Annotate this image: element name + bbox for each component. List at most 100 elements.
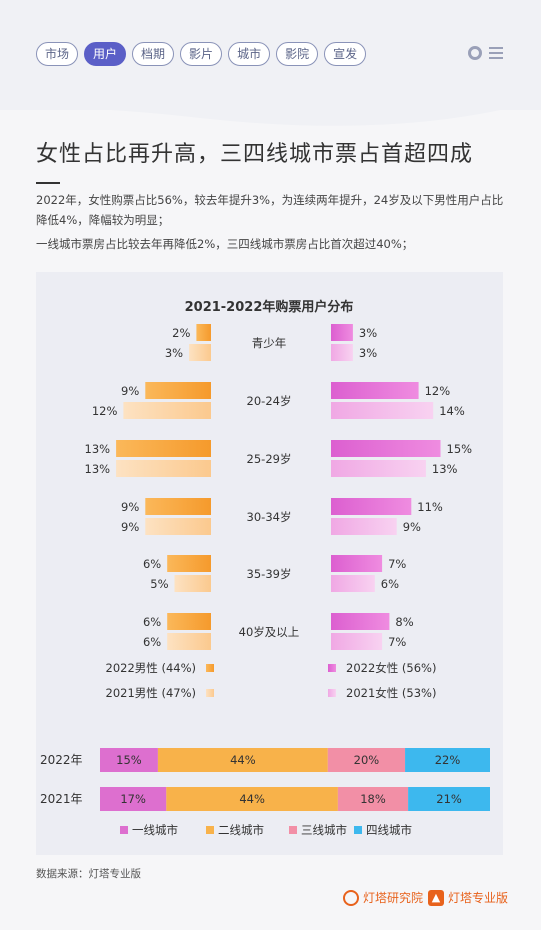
bar-value-label: 3% [359, 346, 377, 360]
bar-female [331, 518, 397, 535]
brand-pro-label: 灯塔专业版 [448, 891, 509, 905]
legend-label: 2022女性 (56%) [346, 661, 436, 675]
segment-一线城市 [100, 787, 167, 811]
tab-2[interactable]: 档期 [132, 42, 175, 66]
bar-male [167, 633, 211, 650]
tab-0[interactable]: 市场 [36, 42, 79, 66]
age-group-label: 35-39岁 [247, 567, 292, 581]
bar-value-label: 11% [417, 500, 443, 514]
segment-二线城市 [166, 787, 338, 811]
summary-paragraph-gender: 2022年，女性购票占比56%，较去年提升3%，为连续两年提升，24岁及以下男性… [36, 193, 504, 227]
legend-swatch [328, 689, 336, 697]
bar-female [331, 613, 390, 630]
tab-3[interactable]: 影片 [180, 42, 223, 66]
segment-value-label: 21% [436, 792, 462, 806]
bar-value-label: 6% [381, 577, 399, 591]
segment-四线城市 [405, 748, 490, 772]
bar-value-label: 12% [92, 404, 118, 418]
tab-1[interactable]: 用户 [84, 42, 127, 66]
bar-female [331, 460, 426, 477]
lighthouse-research-icon [343, 889, 359, 906]
bar-female [331, 402, 434, 419]
bar-value-label: 9% [403, 520, 421, 534]
bar-male [116, 460, 211, 477]
bar-value-label: 7% [388, 635, 406, 649]
bar-male [196, 324, 211, 341]
bar-value-label: 9% [121, 520, 139, 534]
bar-male [167, 555, 211, 572]
bar-female [331, 575, 375, 592]
chart-svg: 2021-2022年购票用户分布青少年2%3%3%3%20-24岁9%12%12… [40, 299, 490, 837]
age-group-label: 40岁及以上 [239, 625, 300, 639]
segment-value-label: 17% [120, 792, 146, 806]
year-label: 2022年 [40, 753, 83, 767]
legend-swatch [328, 664, 336, 672]
bar-male [167, 613, 211, 630]
tab-6[interactable]: 宣发 [324, 42, 367, 66]
segment-三线城市 [337, 787, 409, 811]
segment-三线城市 [327, 748, 406, 772]
legend-label: 2022男性 (44%) [106, 661, 196, 675]
bar-value-label: 7% [388, 557, 406, 571]
legend-swatch [120, 826, 128, 834]
age-group-label: 25-29岁 [247, 452, 292, 466]
segment-四线城市 [408, 787, 490, 811]
bar-male [123, 402, 211, 419]
brand-pro: ▲ 灯塔专业版 [428, 889, 508, 906]
menu-icon[interactable] [489, 47, 503, 59]
header-curve [0, 80, 541, 126]
bar-value-label: 12% [425, 384, 451, 398]
bar-value-label: 9% [121, 384, 139, 398]
legend-label: 2021女性 (53%) [346, 686, 436, 700]
bar-value-label: 3% [359, 326, 377, 340]
summary-paragraph-city: 一线城市票房占比较去年再降低2%，三四线城市票房占比首次超过40%； [36, 237, 414, 251]
bar-male [145, 518, 211, 535]
bar-value-label: 3% [165, 346, 183, 360]
segment-一线城市 [100, 748, 158, 772]
lighthouse-pro-icon: ▲ [428, 889, 444, 906]
bar-value-label: 6% [143, 635, 161, 649]
bar-value-label: 2% [172, 326, 190, 340]
bar-male [145, 498, 211, 515]
brand-research-label: 灯塔研究院 [363, 891, 424, 905]
category-nav: 市场 用户 档期 影片 城市 影院 宣发 [36, 42, 367, 66]
legend-label: 三线城市 [301, 823, 347, 837]
bar-male [189, 344, 211, 361]
bar-value-label: 14% [439, 404, 465, 418]
legend-swatch [206, 826, 214, 834]
segment-value-label: 15% [116, 753, 142, 767]
segment-二线城市 [157, 748, 328, 772]
age-group-label: 30-34岁 [247, 510, 292, 524]
brand-research: 灯塔研究院 [343, 889, 423, 906]
segment-value-label: 44% [230, 753, 256, 767]
bar-value-label: 6% [143, 615, 161, 629]
bar-female [331, 555, 383, 572]
segment-value-label: 22% [435, 753, 461, 767]
segment-value-label: 18% [360, 792, 386, 806]
legend-label: 2021男性 (47%) [106, 686, 196, 700]
bar-value-label: 13% [85, 442, 111, 456]
bar-value-label: 8% [395, 615, 413, 629]
legend-label: 四线城市 [366, 823, 412, 837]
bar-female [331, 344, 353, 361]
legend-label: 一线城市 [132, 823, 178, 837]
tab-5[interactable]: 影院 [276, 42, 319, 66]
bar-value-label: 13% [432, 462, 458, 476]
bar-value-label: 13% [85, 462, 111, 476]
page-title: 女性占比再升高，三四线城市票占首超四成 [36, 142, 474, 167]
age-group-label: 青少年 [252, 336, 287, 350]
legend-swatch [289, 826, 297, 834]
legend-label: 二线城市 [218, 823, 264, 837]
bar-female [331, 498, 412, 515]
bar-value-label: 9% [121, 500, 139, 514]
year-label: 2021年 [40, 792, 83, 806]
bar-female [331, 440, 441, 457]
butterfly-title: 2021-2022年购票用户分布 [185, 299, 354, 315]
legend-swatch [206, 664, 214, 672]
bar-male [116, 440, 211, 457]
bar-female [331, 633, 383, 650]
segment-value-label: 44% [239, 792, 265, 806]
bar-value-label: 15% [447, 442, 473, 456]
gear-icon[interactable] [468, 46, 482, 60]
tab-4[interactable]: 城市 [228, 42, 271, 66]
